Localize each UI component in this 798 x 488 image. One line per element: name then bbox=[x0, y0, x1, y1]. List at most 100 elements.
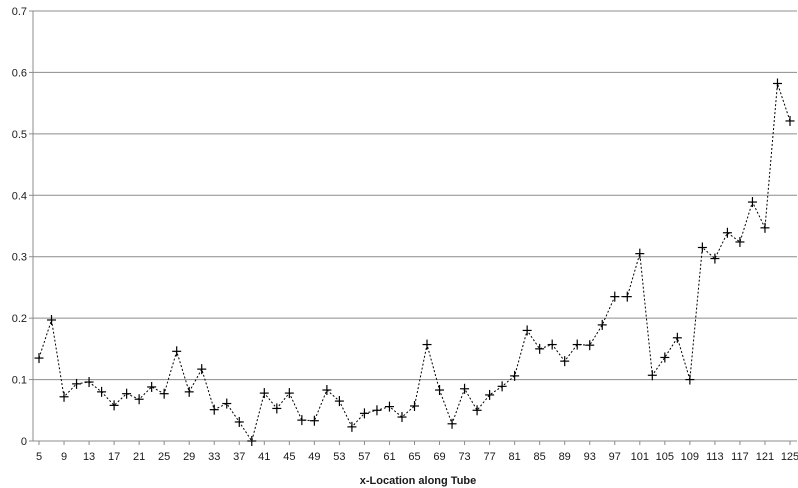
x-tick-label: 125 bbox=[781, 451, 798, 463]
data-point bbox=[460, 383, 470, 394]
y-tick-label: 0.3 bbox=[12, 252, 27, 264]
x-tick-labels: 5 9 13 17 21 25 29 33 37 41 45 49 53 57 61 65 69 73 77 81 85… bbox=[36, 451, 798, 463]
axes bbox=[29, 10, 797, 445]
data-point bbox=[109, 400, 119, 411]
x-tick-label: 81 bbox=[509, 451, 521, 463]
data-point bbox=[222, 398, 232, 409]
data-point bbox=[47, 314, 57, 325]
data-point bbox=[259, 388, 269, 399]
data-point bbox=[34, 353, 44, 364]
data-point bbox=[772, 78, 782, 89]
data-point bbox=[735, 236, 745, 247]
y-tick-label: 0.5 bbox=[12, 129, 27, 141]
y-tick-label: 0.2 bbox=[12, 313, 27, 325]
x-tick-label: 73 bbox=[458, 451, 470, 463]
x-tick-label: 77 bbox=[483, 451, 495, 463]
x-tick-label: 37 bbox=[233, 451, 245, 463]
data-point bbox=[247, 436, 257, 446]
data-point bbox=[697, 242, 707, 253]
data-point bbox=[585, 340, 595, 351]
data-point bbox=[560, 356, 570, 367]
data-point bbox=[397, 412, 407, 423]
data-point bbox=[597, 319, 607, 330]
data-point bbox=[497, 381, 507, 392]
data-point bbox=[485, 389, 495, 400]
data-point bbox=[410, 400, 419, 411]
x-tick-label: 9 bbox=[61, 451, 67, 463]
data-point bbox=[184, 386, 194, 397]
y-tick-label: 0.1 bbox=[12, 375, 27, 387]
x-tick-label: 41 bbox=[258, 451, 270, 463]
x-tick-label: 5 bbox=[36, 451, 42, 463]
data-point bbox=[747, 197, 757, 208]
data-point bbox=[72, 378, 82, 389]
data-point bbox=[84, 377, 94, 388]
data-point bbox=[134, 394, 144, 405]
data-point bbox=[284, 388, 294, 399]
x-tick-label: 45 bbox=[283, 451, 295, 463]
data-point bbox=[672, 332, 682, 343]
gridlines bbox=[33, 10, 797, 381]
x-axis-title: x-Location along Tube bbox=[360, 475, 477, 487]
data-point bbox=[710, 253, 720, 264]
y-tick-label: 0.6 bbox=[12, 67, 27, 79]
x-tick-label: 25 bbox=[158, 451, 170, 463]
x-tick-label: 53 bbox=[333, 451, 345, 463]
x-tick-label: 121 bbox=[756, 451, 774, 463]
x-tick-label: 101 bbox=[631, 451, 649, 463]
x-tick-label: 85 bbox=[534, 451, 546, 463]
data-point bbox=[472, 405, 482, 416]
data-point bbox=[209, 404, 219, 415]
data-point bbox=[97, 386, 107, 397]
data-point bbox=[572, 339, 582, 350]
data-point bbox=[147, 381, 157, 392]
data-point bbox=[309, 415, 319, 426]
data-point bbox=[760, 222, 770, 233]
x-tick-label: 17 bbox=[108, 451, 120, 463]
data-point bbox=[422, 339, 432, 350]
data-point bbox=[447, 418, 457, 429]
x-tick-label: 65 bbox=[408, 451, 420, 463]
y-tick-label: 0 bbox=[21, 436, 27, 448]
data-point bbox=[234, 416, 244, 427]
data-point bbox=[297, 415, 307, 426]
data-point bbox=[722, 227, 732, 238]
data-point bbox=[172, 346, 182, 357]
data-point bbox=[272, 403, 282, 414]
data-point bbox=[435, 385, 445, 396]
data-point bbox=[359, 408, 369, 419]
data-point bbox=[159, 388, 169, 399]
data-point bbox=[547, 339, 557, 350]
data-point bbox=[372, 405, 382, 416]
x-tick-label: 33 bbox=[208, 451, 220, 463]
y-tick-labels: 0 0.1 0.2 0.3 0.4 0.5 0.6 0.7 bbox=[12, 6, 27, 448]
x-tick-label: 113 bbox=[706, 451, 724, 463]
x-tick-label: 49 bbox=[308, 451, 320, 463]
data-point bbox=[322, 385, 332, 396]
x-tick-label: 89 bbox=[559, 451, 571, 463]
data-point bbox=[522, 325, 532, 336]
data-point bbox=[622, 291, 632, 302]
x-tick-label: 93 bbox=[584, 451, 596, 463]
data-point bbox=[347, 421, 357, 432]
y-tick-label: 0.4 bbox=[12, 190, 27, 202]
data-point bbox=[122, 388, 132, 399]
data-point bbox=[635, 248, 645, 259]
data-point bbox=[510, 370, 520, 381]
y-tick-label: 0.7 bbox=[12, 6, 27, 18]
x-tick-label: 13 bbox=[83, 451, 95, 463]
data-point bbox=[647, 370, 657, 381]
x-tick-label: 57 bbox=[358, 451, 370, 463]
x-tick-label: 29 bbox=[183, 451, 195, 463]
data-point bbox=[384, 401, 394, 412]
data-point bbox=[535, 343, 545, 354]
x-tick-label: 69 bbox=[433, 451, 445, 463]
data-point bbox=[334, 396, 344, 407]
data-point bbox=[785, 115, 795, 126]
x-tick-label: 105 bbox=[656, 451, 674, 463]
data-markers bbox=[34, 78, 795, 446]
data-point bbox=[197, 364, 207, 375]
x-tick-label: 21 bbox=[133, 451, 145, 463]
x-tick-label: 97 bbox=[609, 451, 621, 463]
